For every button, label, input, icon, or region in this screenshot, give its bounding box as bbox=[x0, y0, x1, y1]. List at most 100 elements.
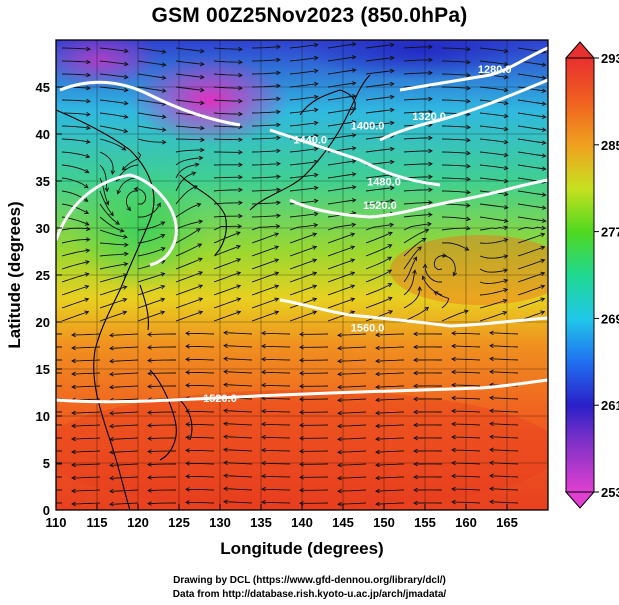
streamline bbox=[251, 285, 279, 296]
streamline-arrowhead bbox=[105, 200, 110, 206]
credit-dcl: Drawing by DCL (https://www.gfd-dennou.o… bbox=[173, 575, 446, 586]
streamline bbox=[517, 164, 546, 170]
streamline bbox=[61, 273, 89, 283]
streamline bbox=[251, 124, 281, 127]
contour-label: 1440.0 bbox=[293, 134, 327, 146]
streamline-arrowhead bbox=[388, 310, 394, 315]
streamline bbox=[479, 216, 508, 222]
streamline-arrowhead bbox=[351, 120, 357, 125]
streamline-arrowhead bbox=[503, 278, 509, 284]
streamline-arrowhead bbox=[375, 423, 380, 429]
streamline-arrowhead bbox=[123, 100, 129, 106]
streamline-arrowhead bbox=[351, 222, 357, 228]
streamline bbox=[403, 287, 421, 309]
streamline bbox=[489, 410, 519, 413]
streamline-arrowhead bbox=[109, 345, 114, 351]
streamline bbox=[147, 372, 176, 375]
streamline-arrowhead bbox=[375, 475, 380, 481]
streamline bbox=[223, 462, 253, 465]
streamline-arrowhead bbox=[185, 461, 190, 466]
streamline bbox=[213, 86, 242, 89]
streamline bbox=[213, 138, 242, 141]
streamline bbox=[365, 283, 392, 296]
streamline bbox=[451, 332, 481, 335]
streamline bbox=[175, 258, 203, 270]
streamline bbox=[99, 311, 127, 322]
streamline bbox=[99, 242, 128, 246]
streamline-arrowhead bbox=[238, 72, 243, 78]
streamline bbox=[375, 359, 405, 362]
streamline bbox=[251, 272, 279, 283]
streamline-arrowhead bbox=[350, 245, 356, 250]
streamline-arrowhead bbox=[34, 488, 38, 492]
geopotential-contours bbox=[56, 46, 548, 404]
streamline-arrowhead bbox=[196, 202, 202, 208]
streamline-arrowhead bbox=[275, 223, 281, 229]
streamline-arrowhead bbox=[299, 397, 304, 402]
streamline-arrowhead bbox=[451, 395, 456, 401]
streamline bbox=[147, 437, 176, 440]
streamline-arrowhead bbox=[261, 382, 266, 388]
streamline bbox=[109, 450, 139, 453]
streamline-arrowhead bbox=[466, 176, 471, 182]
streamline-arrowhead bbox=[276, 200, 281, 206]
streamline bbox=[61, 99, 91, 102]
streamline bbox=[213, 202, 243, 205]
streamline-arrowhead bbox=[122, 285, 128, 290]
streamline bbox=[251, 72, 281, 75]
streamline bbox=[109, 398, 139, 401]
streamline bbox=[489, 423, 519, 426]
streamline-arrowhead bbox=[503, 238, 509, 243]
streamline-arrowhead bbox=[541, 140, 547, 145]
streamline bbox=[489, 371, 519, 374]
y-tick-label: 20 bbox=[36, 315, 50, 330]
streamline-arrowhead bbox=[489, 499, 494, 505]
streamline-arrowhead bbox=[121, 146, 127, 151]
streamline-arrowhead bbox=[540, 271, 546, 277]
streamline-arrowhead bbox=[375, 410, 380, 416]
y-tick-label: 15 bbox=[36, 362, 50, 377]
streamline bbox=[213, 225, 242, 231]
streamline-arrowhead bbox=[160, 272, 166, 277]
streamline bbox=[147, 424, 176, 427]
streamline bbox=[289, 311, 317, 322]
streamline-arrowhead bbox=[223, 460, 228, 466]
streamline-arrowhead bbox=[424, 228, 430, 233]
streamline bbox=[71, 502, 101, 505]
streamline-arrowhead bbox=[466, 85, 471, 91]
streamline bbox=[365, 109, 394, 114]
streamline-arrowhead bbox=[503, 225, 509, 231]
streamline-arrowhead bbox=[337, 423, 342, 429]
streamline-arrowhead bbox=[375, 436, 380, 442]
streamline-arrowhead bbox=[71, 371, 76, 377]
streamline bbox=[61, 125, 90, 129]
streamline bbox=[99, 177, 109, 205]
streamline-arrowhead bbox=[421, 238, 427, 243]
streamline bbox=[223, 449, 253, 452]
streamline-arrowhead bbox=[238, 137, 243, 142]
streamline bbox=[451, 501, 481, 504]
streamline bbox=[99, 60, 128, 65]
streamline bbox=[441, 125, 471, 128]
x-axis-ticks: 110 115 120 125 130 135 140 145 150 155 160 165 bbox=[46, 504, 518, 530]
streamline-arrowhead bbox=[312, 297, 318, 302]
streamline bbox=[289, 70, 318, 75]
streamline-arrowhead bbox=[147, 423, 152, 428]
streamline-arrowhead bbox=[34, 462, 38, 466]
streamline-arrowhead bbox=[261, 447, 266, 453]
streamline bbox=[327, 56, 356, 62]
streamline bbox=[175, 185, 198, 205]
streamline-arrowhead bbox=[276, 174, 281, 180]
streamline bbox=[403, 246, 422, 270]
streamline bbox=[289, 148, 318, 153]
streamline-arrowhead bbox=[313, 120, 319, 126]
streamline bbox=[61, 249, 90, 257]
streamline bbox=[71, 385, 101, 388]
streamline bbox=[403, 176, 433, 179]
streamline-arrowhead bbox=[503, 191, 509, 197]
streamline bbox=[61, 112, 90, 116]
streamline-arrowhead bbox=[413, 435, 418, 441]
streamline bbox=[109, 385, 139, 388]
contour-labels: 1320.0 1400.0 1440.0 1480.0 1520.0 1560.0 1520… bbox=[203, 64, 511, 405]
streamline-arrowhead bbox=[261, 499, 266, 505]
